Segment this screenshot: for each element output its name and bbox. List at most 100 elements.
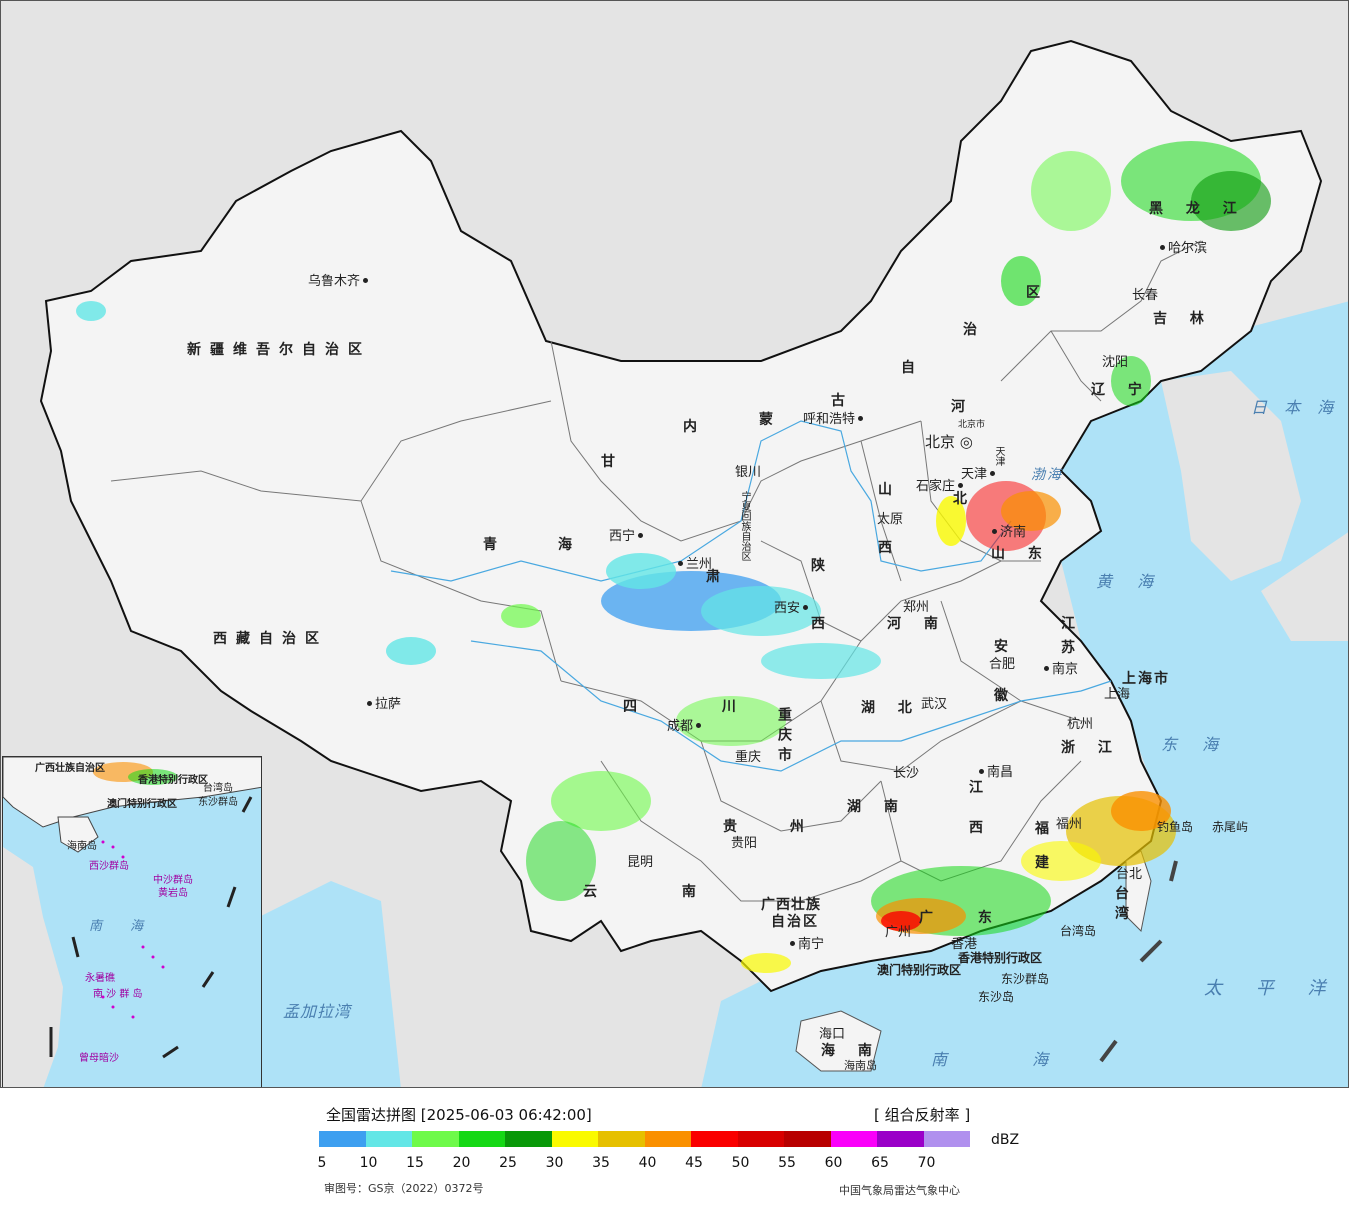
legend-product: [ 组合反射率 ] (874, 1106, 971, 1124)
colorbar-swatch (691, 1131, 738, 1147)
colorbar-tick-label: 40 (638, 1155, 657, 1171)
colorbar-tick-label: 25 (499, 1155, 517, 1171)
city-label-harbin: 哈尔滨 (1157, 237, 1207, 256)
colorbar-tick-label: 55 (778, 1155, 796, 1171)
colorbar-swatch (412, 1131, 459, 1147)
city-label-chongqing: 重庆 (735, 750, 762, 765)
inset-label-guangxi: 广西壮族自治区 (35, 763, 105, 774)
region-label-neimenggu: 蒙 (759, 412, 782, 428)
inset-label-hainan: 海南岛 (67, 841, 97, 852)
region-label-jiangsu: 苏 (1061, 640, 1084, 656)
city-label-nanning: 南宁 (787, 933, 824, 952)
region-label-henan: 河 南 (887, 616, 947, 632)
colorbar-tick-label: 5 (317, 1155, 327, 1171)
colorbar-tick-label: 30 (545, 1155, 564, 1171)
china-land (39, 39, 1323, 993)
korea-land (1161, 371, 1301, 581)
region-label-zhejiang: 浙 江 (1061, 740, 1121, 756)
city-label-zhengzhou: 郑州 (903, 600, 930, 615)
city-label-chengdu: 成都 (667, 715, 704, 734)
sea-label-mengjialawan: 孟加拉湾 (283, 1002, 352, 1021)
region-label-shanxi: 西 (878, 540, 901, 556)
city-label-hongkong: 香港 (951, 937, 978, 952)
radar-map: 新疆维吾尔自治区 西藏自治区 青 海 甘 肃 内 蒙 古 自 治 区 黑 龙 江… (0, 0, 1349, 1088)
city-label-haikou: 海口 (819, 1027, 846, 1042)
radar-center-name: 中国气象局雷达气象中心 (839, 1184, 960, 1197)
city-label-yinchuan: 银川 (735, 465, 762, 480)
city-label-hohhot: 呼和浩特 (803, 408, 866, 427)
region-label-qinghai: 海 (558, 537, 581, 553)
legend-title: 全国雷达拼图 [2025-06-03 06:42:00] (326, 1106, 592, 1124)
region-label-taiwan: 台 (1115, 886, 1138, 902)
radar-echoes (76, 141, 1271, 973)
colorbar-swatch (830, 1131, 877, 1147)
city-label-taibei: 台北 (1116, 867, 1143, 882)
region-label-neimenggu: 区 (1026, 285, 1049, 301)
region-label-hebei: 北 (953, 491, 976, 507)
sea-label-bohai: 渤海 (1031, 467, 1063, 483)
region-label-jiangxi: 江 (969, 780, 992, 796)
colorbar-swatch (505, 1131, 552, 1147)
colorbar-swatch (598, 1131, 645, 1147)
colorbar-tick-label: 15 (406, 1155, 424, 1171)
inset-islands (101, 840, 165, 1019)
city-label-fuzhou: 福州 (1056, 817, 1083, 832)
city-label-urumqi: 乌鲁木齐 (308, 270, 371, 289)
region-label-jiangxi: 西 (969, 820, 992, 836)
region-label-anhui: 徽 (994, 688, 1017, 704)
region-label-guangxi: 广西壮族 (761, 897, 821, 913)
inset-dash-lines (49, 796, 253, 1059)
region-label-shandong: 山 东 (991, 546, 1051, 562)
region-label-neimenggu: 古 (831, 393, 854, 409)
inset-label-nansha: 南 沙 群 岛 (93, 989, 143, 1000)
inset-label-huangyan: 黄岩岛 (158, 888, 188, 899)
sea-label-nanhai: 南 海 (931, 1050, 1089, 1069)
island-label-diaoyu: 钓鱼岛 (1157, 820, 1194, 834)
colorbar-swatch (551, 1131, 598, 1147)
map-canvas (39, 39, 1348, 1087)
region-label-macau: 澳门特别行政区 (877, 963, 962, 977)
island-label-chiwei: 赤尾屿 (1212, 820, 1249, 834)
colorbar-tick-label: 20 (452, 1155, 471, 1171)
region-label-heilongjiang: 黑 龙 江 (1149, 201, 1246, 217)
region-label-neimenggu: 内 (683, 419, 706, 435)
region-label-gansu: 肃 (706, 569, 729, 585)
legend-unit: dBZ (991, 1132, 1020, 1148)
colorbar-swatch (737, 1131, 784, 1147)
region-label-neimenggu: 自 (901, 360, 924, 376)
colorbar-swatch (319, 1131, 366, 1147)
colorbar-swatch (923, 1131, 970, 1147)
region-label-shaanxi: 西 (811, 616, 834, 632)
region-label-jiangsu: 江 (1061, 616, 1084, 632)
inset-label-macau: 澳门特别行政区 (107, 799, 177, 810)
region-label-hunan: 湖 南 (847, 799, 907, 815)
region-label-ningxia: 宁夏回族自治区 (739, 491, 750, 561)
inset-label-hongkong: 香港特别行政区 (138, 775, 208, 786)
city-label-tianjin: 天津 (961, 463, 998, 482)
region-label-guangdong: 广 东 (919, 910, 1012, 926)
japan-land (1261, 532, 1348, 641)
colorbar-tick-label: 10 (359, 1155, 378, 1171)
region-label-gansu: 甘 (601, 454, 624, 470)
city-label-hefei: 合肥 (989, 657, 1016, 672)
region-label-hongkong: 香港特别行政区 (958, 951, 1043, 965)
region-label-hubei: 湖 北 (861, 700, 921, 716)
city-label-xian: 西安 (774, 597, 811, 616)
city-label-lanzhou: 兰州 (675, 553, 712, 572)
city-label-lhasa: 拉萨 (364, 693, 401, 712)
region-label-xizang: 西藏自治区 (213, 631, 328, 647)
sea-label-huanghai: 黄 海 (1096, 572, 1164, 591)
island-label-taiwan: 台湾岛 (1060, 924, 1097, 938)
region-label-guangxi: 自治区 (771, 914, 819, 930)
inset-map-canvas (3, 757, 261, 1087)
sea-label-ribenhai: 日 本 海 (1251, 398, 1340, 417)
city-label-hangzhou: 杭州 (1067, 717, 1094, 732)
sea-bay (241, 881, 401, 1087)
region-label-taiwan: 湾 (1115, 906, 1138, 922)
legend-panel: 全国雷达拼图 [2025-06-03 06:42:00] [ 组合反射率 ] d… (0, 1088, 1349, 1208)
city-label-shijiazhuang: 石家庄 (916, 475, 966, 494)
inset-label-zhongsha: 中沙群岛 (153, 875, 193, 886)
province-borders (110, 240, 1202, 902)
region-label-anhui: 安 (994, 639, 1017, 655)
colorbar-swatch (458, 1131, 505, 1147)
